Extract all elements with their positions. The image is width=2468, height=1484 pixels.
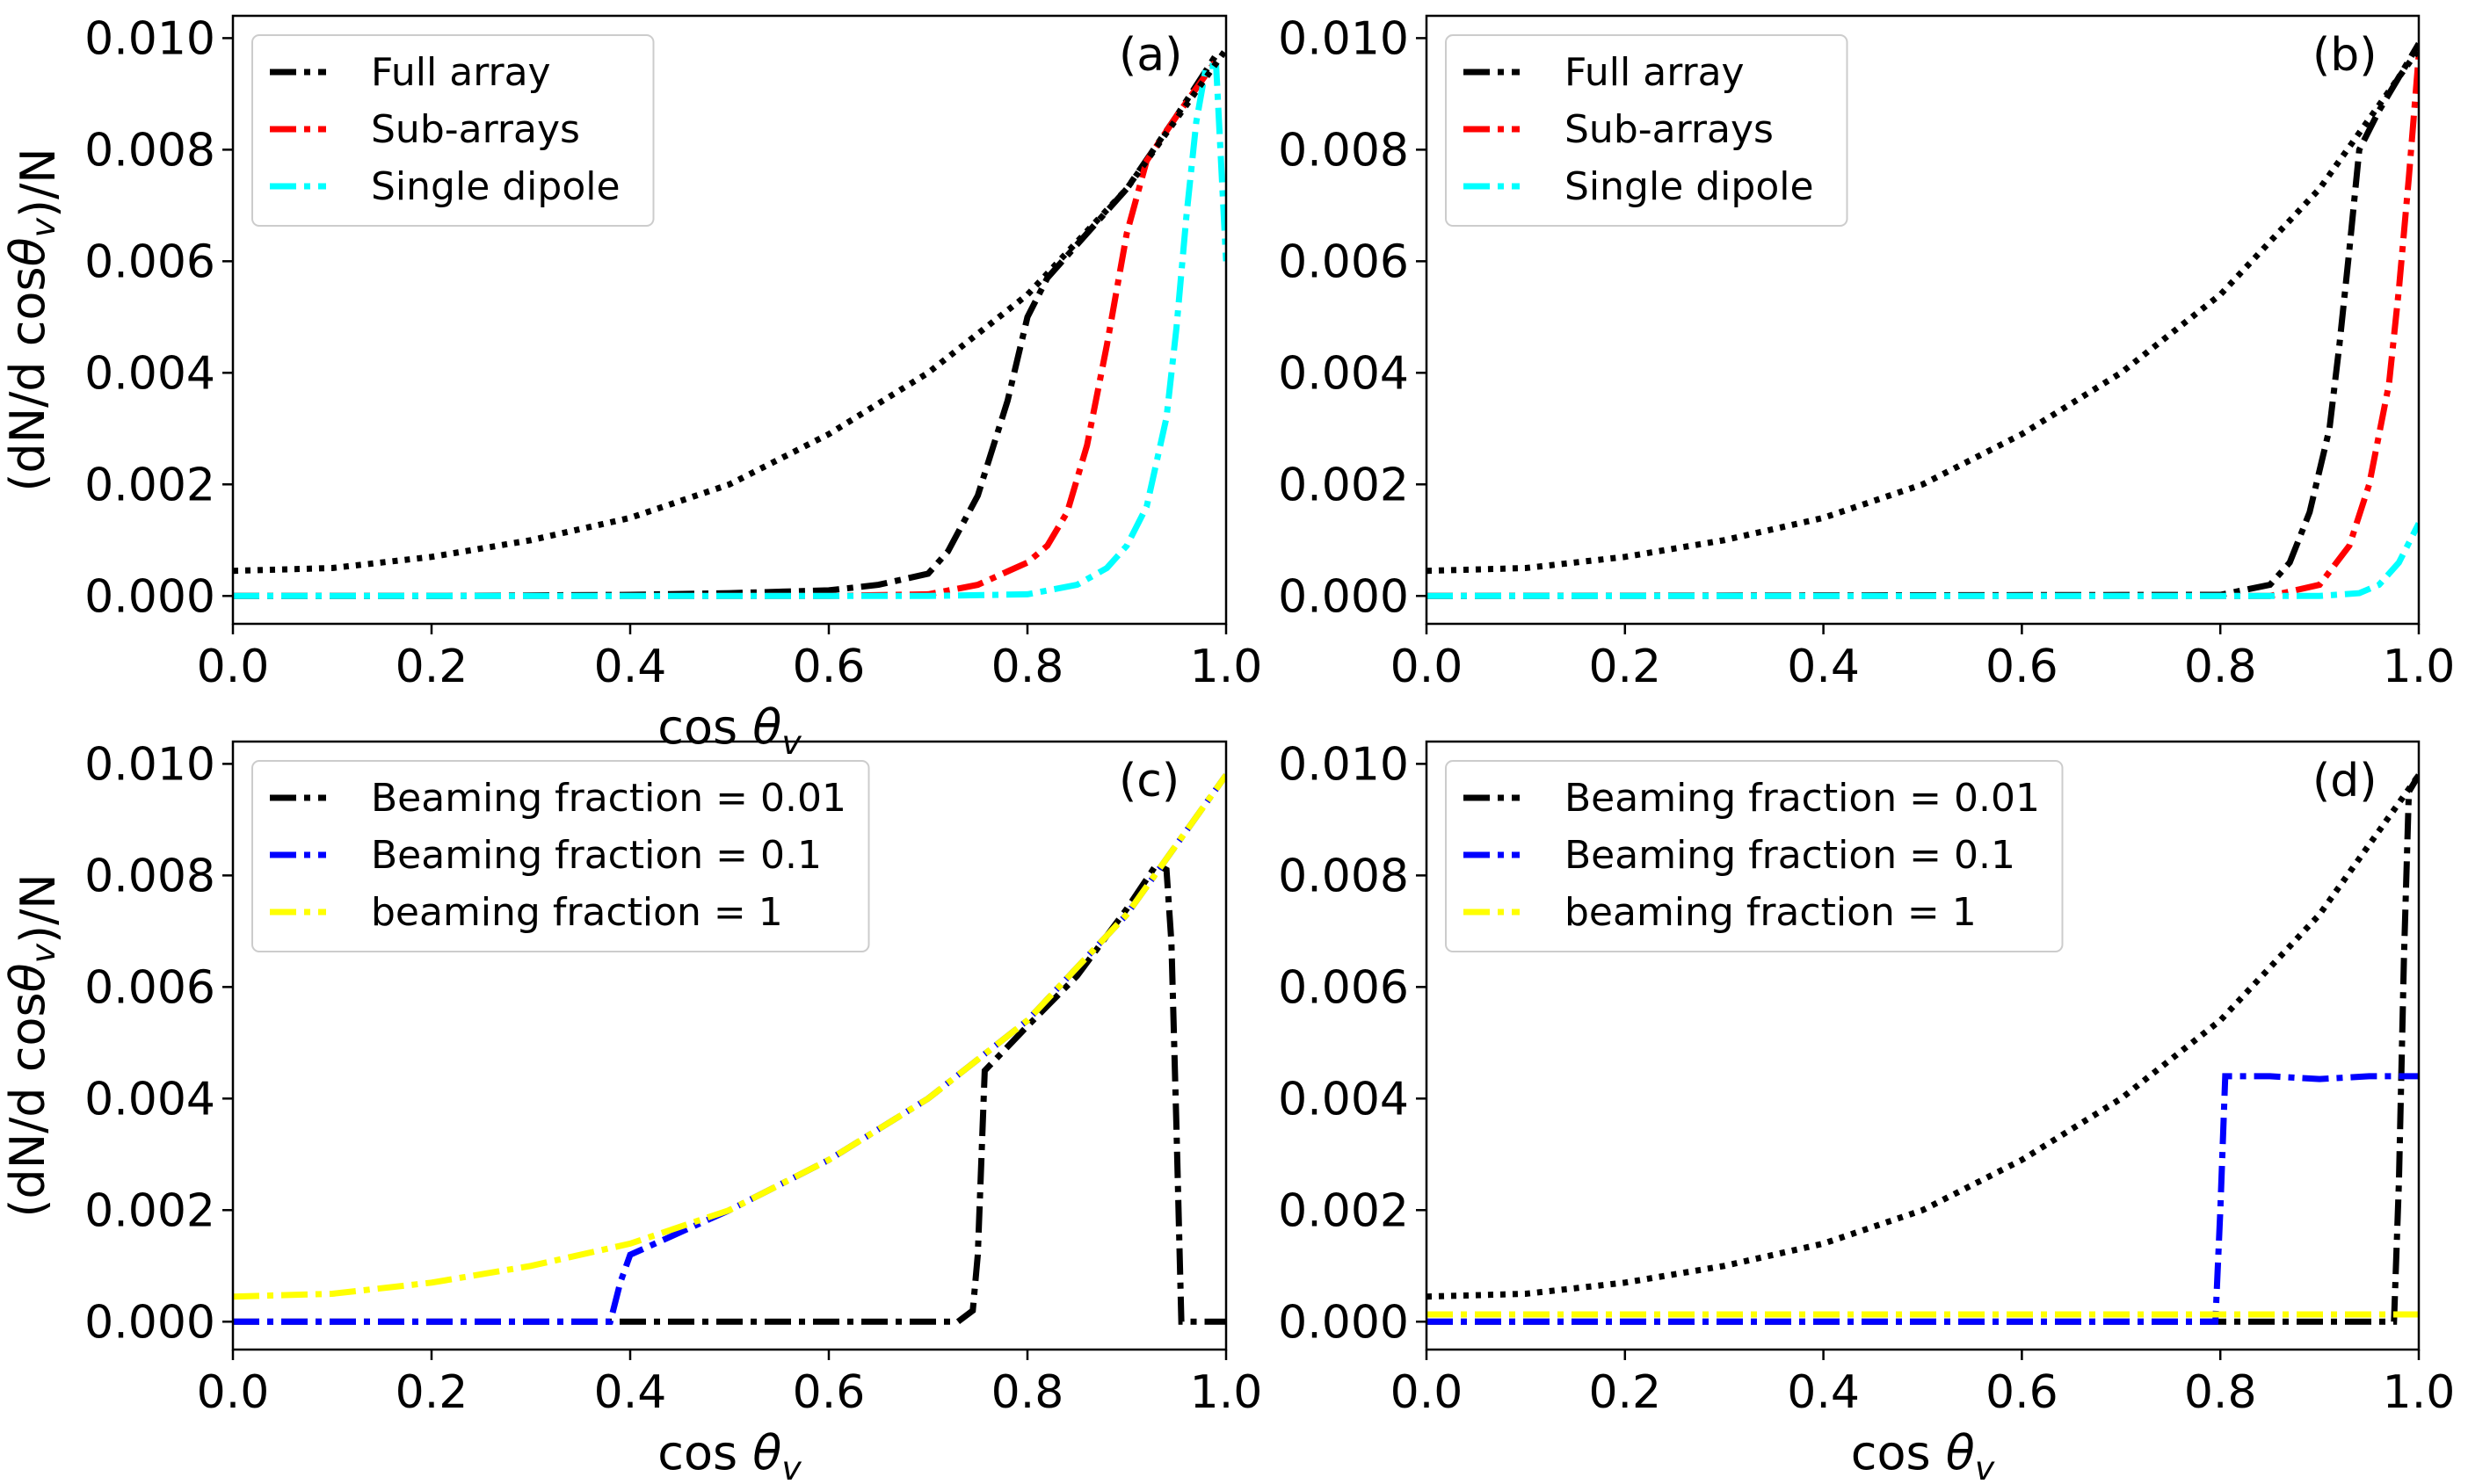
legend-label: beaming fraction = 1 bbox=[1564, 890, 1977, 935]
x-tick-label: 0.2 bbox=[1588, 1366, 1661, 1419]
y-tick-label: 0.010 bbox=[84, 738, 215, 791]
series-group bbox=[1426, 773, 2419, 1325]
legend-label: Single dipole bbox=[1564, 164, 1814, 209]
x-tick-label: 1.0 bbox=[2383, 641, 2456, 693]
legend-box bbox=[251, 34, 655, 227]
x-tick-label: 1.0 bbox=[2383, 1366, 2456, 1419]
y-tick-label: 0.008 bbox=[84, 124, 215, 177]
reference-dotted-curve bbox=[233, 47, 1226, 575]
y-tick-label: 0.000 bbox=[1278, 1296, 1409, 1349]
series-beaming-fraction-0-1 bbox=[1426, 1073, 2419, 1325]
x-tick-label: 0.0 bbox=[197, 1366, 270, 1419]
x-tick-label: 0.6 bbox=[793, 1366, 866, 1419]
x-tick-label: 0.0 bbox=[197, 641, 270, 693]
x-tick-label: 0.8 bbox=[2184, 1366, 2257, 1419]
y-tick-label: 0.004 bbox=[84, 347, 215, 400]
legend-label: Full array bbox=[1564, 50, 1745, 95]
reference-dotted-curve bbox=[1426, 773, 2419, 1300]
y-tick-label: 0.000 bbox=[1278, 570, 1409, 623]
legend: Beaming fraction = 0.01 Beaming fraction … bbox=[251, 760, 870, 952]
y-axis-label: (dN/d cosθv)/N bbox=[0, 148, 66, 491]
y-tick-label: 0.008 bbox=[1278, 850, 1409, 902]
series-group bbox=[1426, 41, 2419, 599]
y-tick-label: 0.008 bbox=[1278, 124, 1409, 177]
y-tick-label: 0.006 bbox=[1278, 961, 1409, 1014]
legend-label: Full array bbox=[371, 50, 551, 95]
y-tick-label: 0.002 bbox=[1278, 1184, 1409, 1237]
legend-box bbox=[1445, 34, 1848, 227]
y-tick-label: 0.010 bbox=[1278, 738, 1409, 791]
legend-box bbox=[1445, 760, 2064, 952]
legend-label: Sub-arrays bbox=[371, 107, 580, 152]
y-tick-label: 0.010 bbox=[84, 12, 215, 65]
panel-d: 0.0 0.2 0.4 0.6 0.8 1.0 0.000 0.002 0.004 0.006 0.… bbox=[1278, 738, 2455, 1484]
x-tick-label: 0.4 bbox=[594, 1366, 667, 1419]
x-tick-label: 0.8 bbox=[991, 641, 1064, 693]
axes-frame bbox=[231, 14, 1228, 626]
x-tick-label: 0.8 bbox=[2184, 641, 2257, 693]
x-tick-label: 0.6 bbox=[793, 641, 866, 693]
panel-c: 0.0 0.2 0.4 0.6 0.8 1.0 0.000 0.002 0.004 0.006 0.… bbox=[0, 738, 1262, 1484]
series-single-dipole bbox=[1426, 522, 2419, 599]
y-tick-label: 0.000 bbox=[84, 1296, 215, 1349]
y-tick-label: 0.004 bbox=[84, 1073, 215, 1126]
x-tick-label: 1.0 bbox=[1190, 1366, 1263, 1419]
legend-label: beaming fraction = 1 bbox=[371, 890, 783, 935]
y-tick-label: 0.008 bbox=[84, 850, 215, 902]
legend-label: Beaming fraction = 0.1 bbox=[371, 833, 822, 878]
y-tick-label: 0.010 bbox=[1278, 12, 1409, 65]
x-tick-label: 1.0 bbox=[1190, 641, 1263, 693]
legend-box bbox=[251, 760, 870, 952]
y-tick-label: 0.006 bbox=[84, 235, 215, 288]
x-tick-label: 0.6 bbox=[1985, 641, 2058, 693]
series-sub-arrays bbox=[1426, 54, 2419, 599]
axes-frame bbox=[1425, 740, 2421, 1351]
legend-label: Beaming fraction = 0.01 bbox=[1564, 776, 2040, 821]
x-axis-label: cos θv bbox=[657, 699, 802, 762]
y-tick-label: 0.004 bbox=[1278, 347, 1409, 400]
reference-dotted-curve bbox=[1426, 47, 2419, 575]
y-tick-label: 0.006 bbox=[84, 961, 215, 1014]
legend: Beaming fraction = 0.01 Beaming fraction … bbox=[1445, 760, 2064, 952]
series-beaming-fraction-1 bbox=[233, 773, 1226, 1300]
axes-frame bbox=[1425, 14, 2421, 626]
panel-tag: (d) bbox=[2312, 755, 2377, 807]
panel-tag: (c) bbox=[1119, 755, 1180, 807]
x-tick-label: 0.4 bbox=[594, 641, 667, 693]
x-tick-label: 0.2 bbox=[1588, 641, 1661, 693]
y-tick-label: 0.002 bbox=[84, 459, 215, 511]
x-axis-label: cos θv bbox=[657, 1425, 802, 1484]
x-tick-label: 0.4 bbox=[1787, 1366, 1860, 1419]
x-tick-label: 0.4 bbox=[1787, 641, 1860, 693]
y-tick-label: 0.006 bbox=[1278, 235, 1409, 288]
x-tick-label: 0.0 bbox=[1390, 641, 1463, 693]
panel-a: 0.0 0.2 0.4 0.6 0.8 1.0 0.000 0.002 0.004 0.006 0.… bbox=[0, 12, 1262, 762]
legend-label: Beaming fraction = 0.01 bbox=[371, 776, 846, 821]
legend-label: Single dipole bbox=[371, 164, 621, 209]
x-tick-label: 0.2 bbox=[396, 641, 468, 693]
x-tick-label: 0.0 bbox=[1390, 1366, 1463, 1419]
panel-tag: (b) bbox=[2312, 29, 2377, 82]
y-tick-label: 0.002 bbox=[1278, 459, 1409, 511]
legend-label: Sub-arrays bbox=[1564, 107, 1774, 152]
panel-tag: (a) bbox=[1119, 29, 1182, 82]
x-tick-label: 0.8 bbox=[991, 1366, 1064, 1419]
x-tick-label: 0.6 bbox=[1985, 1366, 2058, 1419]
x-axis-label: cos θv bbox=[1851, 1425, 1995, 1484]
series-group bbox=[233, 47, 1226, 599]
panel-b: 0.0 0.2 0.4 0.6 0.8 1.0 0.000 0.002 0.004 0.006 0.… bbox=[1278, 12, 2455, 693]
legend: Full array Sub-arrays Single dipole bbox=[1445, 34, 1848, 227]
legend: Full array Sub-arrays Single dipole bbox=[251, 34, 655, 227]
x-tick-label: 0.2 bbox=[396, 1366, 468, 1419]
y-axis-label: (dN/d cosθv)/N bbox=[0, 873, 66, 1217]
y-tick-label: 0.004 bbox=[1278, 1073, 1409, 1126]
axes-frame bbox=[231, 740, 1228, 1351]
legend-label: Beaming fraction = 0.1 bbox=[1564, 833, 2015, 878]
y-tick-label: 0.000 bbox=[84, 570, 215, 623]
y-tick-label: 0.002 bbox=[84, 1184, 215, 1237]
series-single-dipole bbox=[233, 62, 1226, 599]
series-group bbox=[233, 773, 1226, 1325]
